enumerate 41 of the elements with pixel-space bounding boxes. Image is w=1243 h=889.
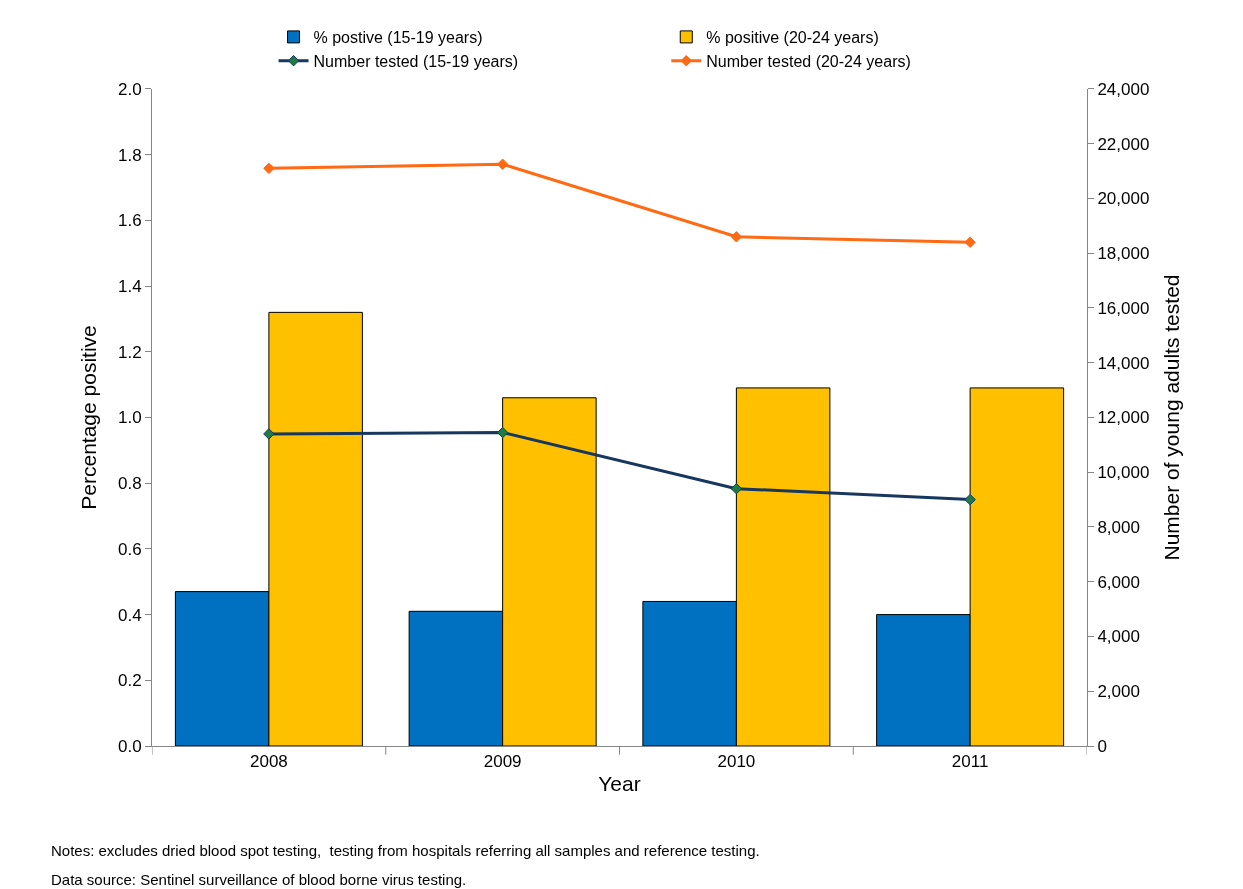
text: Notes: excludes dried blood spot testing, testing from hospitals referring all samples and reference testing. [51,842,760,859]
y2-tick-label: 14,000 [1097,353,1150,373]
y-tick-label: 1.2 [117,342,142,362]
y-tick-label: 1.4 [117,277,142,297]
legend-label: Number tested (20-24 years) [706,52,911,70]
y-tick-label: 0.0 [117,736,142,756]
point [263,428,275,440]
legend-label: % positive (20-24 years) [706,29,879,47]
point [964,493,976,506]
y2-tick-label: 2,000 [1097,682,1140,702]
y2-tick-label: 10,000 [1097,463,1150,483]
legend-label: % postive (15-19 years) [313,29,483,47]
y2-tick-label: 0 [1097,736,1107,756]
y-tick-label: 2.0 [117,79,142,99]
x-tick-label: 2008 [249,752,288,772]
y2-tick-label: 6,000 [1097,572,1140,592]
y-axis-title: Percentage positive [77,325,101,510]
y2-tick-label: 12,000 [1097,408,1150,428]
y2-tick-label: 16,000 [1097,298,1150,318]
y-tick-label: 1.8 [117,145,142,165]
source-note: Data source: Sentinel surveillance of blood borne virus testing. [51,871,467,888]
y2-tick-label: 4,000 [1097,627,1140,647]
point [263,162,275,175]
x-axis-title: Year [598,771,641,795]
y2-tick-label: 18,000 [1097,244,1150,264]
y-tick-label: 0.2 [117,671,142,691]
legend-label: Number tested (15-19 years) [313,52,519,70]
y2-tick-label: 20,000 [1097,189,1150,209]
y-tick-label: 0.4 [117,605,142,625]
y-tick-label: 1.6 [117,211,142,231]
y-tick-label: 1.0 [117,408,142,428]
y2-tick-label: 22,000 [1097,134,1150,154]
y-tick-label: 0.6 [117,539,142,559]
y2-tick-label: 24,000 [1097,79,1150,99]
y2-axis-title: Number of young adults tested [1159,274,1183,561]
x-tick-label: 2009 [483,752,522,772]
x-tick-label: 2010 [717,752,756,772]
y2-tick-label: 8,000 [1097,517,1140,537]
point [964,236,976,248]
x-tick-label: 2011 [951,752,989,772]
y-tick-label: 0.8 [117,474,142,494]
